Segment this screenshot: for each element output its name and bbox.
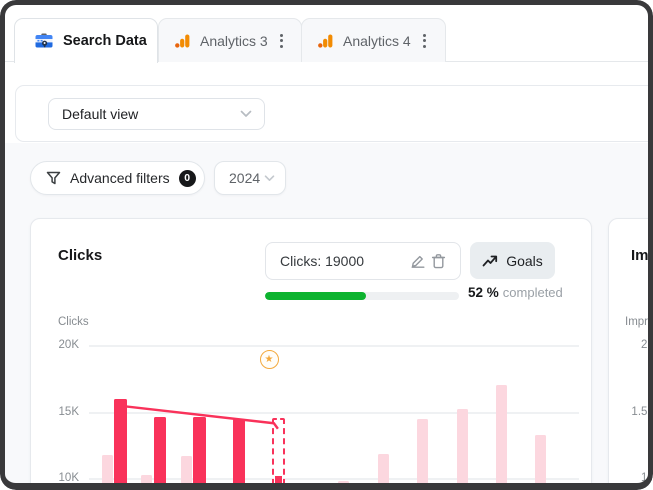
advanced-filters-button[interactable]: Advanced filters 0 [30,161,205,195]
goal-progress-fill [265,292,366,300]
card-title: Clicks [58,247,103,264]
gridline [89,478,579,481]
y-axis-title: Impressions [625,316,653,328]
goals-button-label: Goals [506,252,543,269]
card-title: Impressions [631,247,653,264]
bar-previous-period [338,481,350,490]
tab-label: Search Data [63,33,147,49]
gridline [89,344,579,347]
chevron-down-icon [240,110,252,118]
view-panel: Default view [15,85,653,142]
y-tick-label: 1M [641,472,653,485]
chevron-down-icon [264,174,275,182]
bar-previous-period [417,419,429,490]
view-select-value: Default view [62,106,139,122]
goal-progress-text: 52 % completed [468,285,563,300]
goals-button[interactable]: Goals [470,242,555,279]
year-select[interactable]: 2024 [214,161,286,195]
y-tick-label: 10K [58,472,79,485]
y-tick-label: 20K [58,338,79,351]
filter-funnel-icon [46,171,61,186]
tab-analytics-3[interactable]: Analytics 3 [158,18,302,62]
tab-analytics-4[interactable]: Analytics 4 [301,18,446,62]
bar-current-period [114,399,127,490]
impressions-card: Impressions Impressions 2M 1.5M 1M [608,218,653,490]
bar-previous-period [535,434,547,490]
bar-previous-period [102,454,113,490]
y-tick-label: 1.5M [631,405,653,418]
advanced-filters-label: Advanced filters [70,170,170,186]
tab-menu-icon[interactable] [419,30,430,52]
year-select-value: 2024 [229,170,261,186]
trending-up-icon [482,255,498,267]
view-select[interactable]: Default view [48,98,265,130]
tab-bar: Search Data Analytics 3 [0,0,653,63]
bar-previous-period [141,474,153,490]
bar-previous-period [496,384,507,490]
goal-value-box: Clicks: 19000 [265,242,461,280]
progress-percent: 52 % [468,285,499,300]
forecast-bar [271,417,285,490]
search-console-icon [35,33,53,50]
bar-previous-period [377,453,389,490]
tab-search-data[interactable]: Search Data [14,18,158,63]
bar-previous-period [180,455,192,490]
analytics-icon [175,34,190,48]
clicks-card: Clicks Clicks: 19000 Goals 5 [30,218,592,490]
y-axis-title: Clicks [58,316,89,328]
goal-progress-bar [265,292,459,300]
goal-value-label: Clicks: 19000 [280,253,365,269]
bar-current-period [153,417,167,490]
gridline [89,411,579,414]
tab-label: Analytics 3 [200,32,268,49]
tab-menu-icon[interactable] [276,30,287,52]
filter-count-badge: 0 [178,169,196,187]
y-tick-label: 15K [58,405,79,418]
goal-star-icon[interactable]: ★ [259,349,279,369]
forecast-partial-fill [274,475,282,490]
bar-current-period [232,418,245,490]
bar-current-period [193,417,206,490]
progress-completed-label: completed [502,285,563,300]
analytics-icon [318,34,333,48]
bar-previous-period [456,408,468,490]
y-tick-label: 2M [641,338,653,351]
tab-label: Analytics 4 [343,32,411,49]
edit-goal-icon[interactable] [408,251,428,271]
delete-goal-icon[interactable] [428,251,448,271]
